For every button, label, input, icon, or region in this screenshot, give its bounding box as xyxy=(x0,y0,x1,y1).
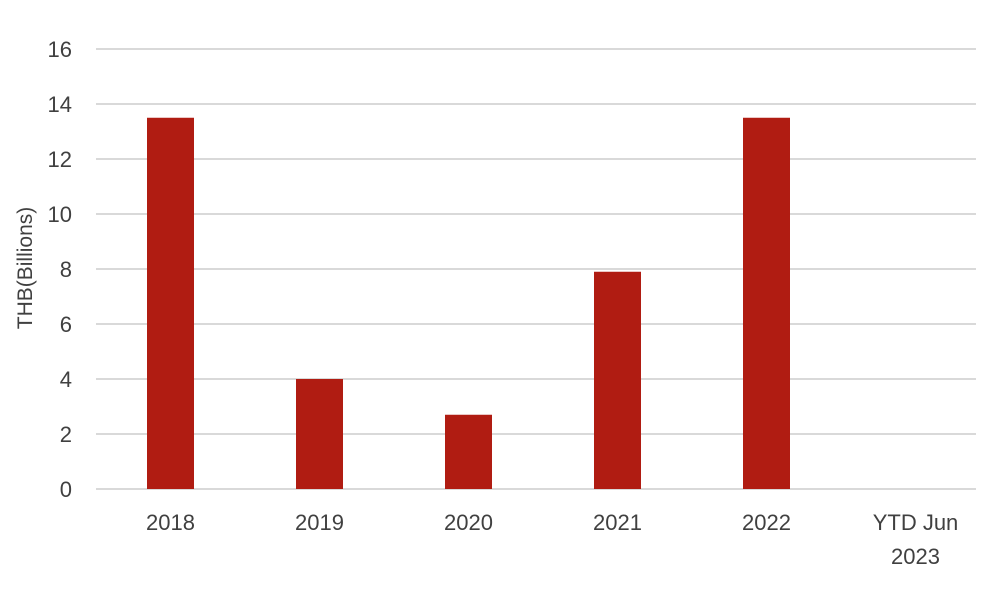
bar-2019 xyxy=(296,379,343,489)
x-tick-label: 2019 xyxy=(295,510,344,535)
x-tick-label-line: 2022 xyxy=(742,510,791,535)
y-tick-label: 6 xyxy=(60,312,72,337)
y-tick-label: 12 xyxy=(48,147,72,172)
x-tick-label-line: 2020 xyxy=(444,510,493,535)
y-axis-title: THB(Billions) xyxy=(14,207,37,330)
y-tick-label: 16 xyxy=(48,37,72,62)
x-tick-label-line: YTD Jun xyxy=(873,510,959,535)
x-tick-label-line: 2023 xyxy=(891,544,940,569)
x-tick-label-line: 2018 xyxy=(146,510,195,535)
y-tick-label: 8 xyxy=(60,257,72,282)
bar-2021 xyxy=(594,271,641,489)
x-tick-label-line: 2021 xyxy=(593,510,642,535)
y-tick-label: 2 xyxy=(60,422,72,447)
x-tick-label: 2018 xyxy=(146,510,195,535)
bar-2018 xyxy=(147,117,194,489)
bars xyxy=(147,117,790,489)
y-tick-label: 10 xyxy=(48,202,72,227)
y-axis-ticks: 0 2 4 6 8 10 12 14 16 xyxy=(48,37,72,502)
x-tick-label-line: 2019 xyxy=(295,510,344,535)
x-tick-label: 2021 xyxy=(593,510,642,535)
y-tick-label: 0 xyxy=(60,477,72,502)
x-axis-ticks: 2018 2019 2020 2021 2022 YTD Jun 2023 xyxy=(146,510,958,569)
y-tick-label: 14 xyxy=(48,92,72,117)
y-tick-label: 4 xyxy=(60,367,72,392)
x-tick-label: 2020 xyxy=(444,510,493,535)
gridlines xyxy=(96,48,976,490)
x-tick-label: YTD Jun 2023 xyxy=(873,510,959,569)
bar-2020 xyxy=(445,414,492,489)
bar-2022 xyxy=(743,117,790,489)
x-tick-label: 2022 xyxy=(742,510,791,535)
